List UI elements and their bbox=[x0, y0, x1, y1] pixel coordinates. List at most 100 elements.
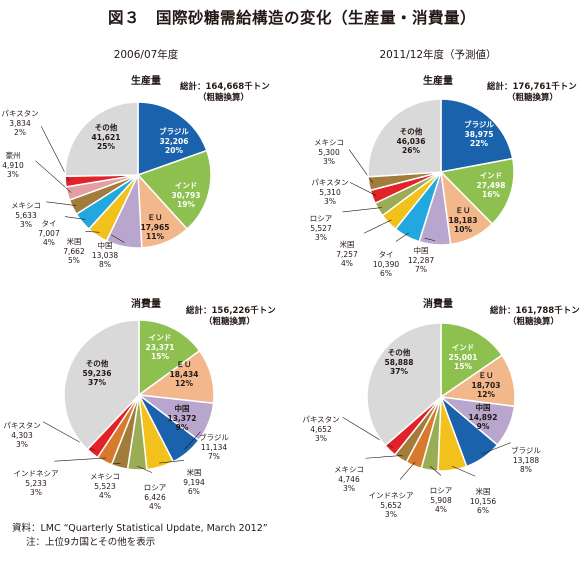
slice-percent: 26% bbox=[402, 145, 420, 155]
slice-percent: 3% bbox=[315, 433, 327, 443]
total-value: 総計：156,226千トン bbox=[186, 306, 276, 316]
slice-name: メキシコ bbox=[90, 471, 120, 481]
slice-label-indonesia: インドネシア 5,233 3% bbox=[14, 469, 59, 498]
slice-value: 17,965 bbox=[140, 222, 170, 232]
leader-line-usa bbox=[451, 465, 476, 477]
slice-percent: 6% bbox=[188, 486, 200, 496]
slice-percent: 15% bbox=[454, 361, 472, 371]
slice-label-australia: 豪州 4,910 3% bbox=[2, 151, 23, 180]
slice-percent: 7% bbox=[415, 264, 427, 274]
slice-label-china: 中国 13,038 8% bbox=[92, 241, 118, 270]
slice-label-usa: 米国 9,194 6% bbox=[183, 468, 204, 497]
total-prod-2006: 総計：164,668千トン （粗糖換算） bbox=[180, 82, 270, 104]
slice-label-other: その他 46,036 26% bbox=[397, 127, 426, 156]
slice-label-indonesia: インドネシア 5,652 3% bbox=[369, 491, 414, 520]
slice-name: その他 bbox=[399, 126, 423, 136]
slice-name: 米国 bbox=[339, 239, 355, 249]
slice-label-pakistan: パキスタン 3,834 2% bbox=[1, 109, 38, 138]
column-title-2011: 2011/12年度（予測値） bbox=[379, 49, 497, 61]
total-note: （粗糖換算） bbox=[508, 317, 560, 327]
slice-percent: 3% bbox=[30, 487, 42, 497]
slice-name: ＥＵ bbox=[478, 370, 494, 380]
leader-line-indonesia bbox=[54, 457, 107, 462]
slice-percent: 2% bbox=[14, 127, 26, 137]
total-cons-2006: 総計：156,226千トン （粗糖換算） bbox=[186, 306, 276, 328]
total-value: 総計：161,788千トン bbox=[490, 306, 580, 316]
slice-label-mexico: メキシコ 5,523 4% bbox=[90, 472, 120, 501]
leader-line-usa bbox=[159, 460, 185, 464]
slice-value: 3,834 bbox=[9, 118, 31, 128]
slice-label-russia: ロシア 5,527 3% bbox=[310, 214, 333, 243]
leader-line-china bbox=[110, 234, 125, 243]
slice-name: ブラジル bbox=[464, 119, 494, 129]
slice-value: 4,303 bbox=[11, 430, 33, 440]
slice-label-india: インド 25,001 15% bbox=[449, 343, 478, 372]
leader-line-pakistan bbox=[349, 182, 377, 196]
total-prod-2011: 総計：176,761千トン （粗糖換算） bbox=[487, 82, 577, 104]
slice-value: 5,908 bbox=[430, 495, 452, 505]
total-value: 総計：176,761千トン bbox=[487, 82, 577, 92]
slice-label-other: その他 41,621 25% bbox=[92, 123, 121, 152]
slice-percent: 12% bbox=[175, 378, 193, 388]
slice-name: インド bbox=[451, 342, 475, 352]
section-title-production-2006: 生産量 bbox=[131, 76, 161, 87]
slice-value: 25,001 bbox=[448, 352, 478, 362]
slice-value: 30,793 bbox=[171, 190, 201, 200]
slice-value: 18,703 bbox=[471, 380, 501, 390]
slice-label-mexico: メキシコ 5,633 3% bbox=[11, 201, 41, 230]
slice-percent: 10% bbox=[454, 224, 472, 234]
slice-name: その他 bbox=[94, 122, 118, 132]
slice-name: 豪州 bbox=[5, 150, 21, 160]
section-title-production-2011: 生産量 bbox=[423, 76, 453, 87]
leader-line-thailand bbox=[64, 216, 86, 220]
slice-label-other: その他 59,236 37% bbox=[83, 359, 112, 388]
slice-name: インドネシア bbox=[368, 490, 414, 500]
slice-name: 中国 bbox=[475, 402, 491, 412]
slice-name: タイ bbox=[41, 218, 57, 228]
slice-value: 11,134 bbox=[200, 442, 228, 452]
slice-name: ＥＵ bbox=[176, 359, 192, 369]
slice-value: 13,038 bbox=[91, 250, 119, 260]
slice-name: メキシコ bbox=[334, 464, 364, 474]
slice-percent: 20% bbox=[165, 145, 183, 155]
slice-percent: 25% bbox=[97, 141, 115, 151]
slice-label-china: 中国 13,372 9% bbox=[168, 404, 197, 433]
slice-name: タイ bbox=[378, 249, 394, 259]
slice-value: 6,426 bbox=[144, 492, 166, 502]
slice-label-usa: 米国 7,662 5% bbox=[63, 237, 84, 266]
slice-value: 5,300 bbox=[318, 147, 340, 157]
slice-percent: 9% bbox=[476, 421, 490, 431]
slice-percent: 19% bbox=[177, 199, 195, 209]
slice-value: 10,390 bbox=[372, 259, 400, 269]
slice-label-brazil: ブラジル 13,188 8% bbox=[511, 446, 541, 475]
leader-line-usa bbox=[85, 231, 100, 233]
slice-percent: 4% bbox=[43, 237, 55, 247]
slice-name: インドネシア bbox=[13, 468, 59, 478]
slice-percent: 3% bbox=[315, 232, 327, 242]
slice-value: 58,888 bbox=[384, 357, 414, 367]
slice-label-thailand: タイ 10,390 6% bbox=[373, 250, 399, 279]
pie-slice-brazil bbox=[137, 101, 208, 177]
slice-label-usa: 米国 10,156 6% bbox=[470, 487, 496, 516]
slice-value: 12,287 bbox=[407, 255, 435, 265]
column-title-2006: 2006/07年度 bbox=[113, 49, 179, 61]
slice-label-brazil: ブラジル 32,206 20% bbox=[159, 127, 189, 156]
pie-slice-brazil bbox=[440, 98, 514, 173]
slice-value: 5,527 bbox=[310, 223, 332, 233]
slice-value: 7,257 bbox=[336, 249, 358, 259]
slice-value: 7,007 bbox=[38, 228, 60, 238]
pie-slice-india bbox=[439, 157, 515, 226]
slice-value: 32,206 bbox=[159, 136, 189, 146]
pie-slice-india bbox=[440, 322, 504, 399]
slice-name: パキスタン bbox=[302, 414, 340, 424]
slice-percent: 7% bbox=[208, 451, 220, 461]
slice-value: 59,236 bbox=[82, 368, 112, 378]
pie-prod-2006 bbox=[35, 101, 212, 249]
slice-percent: 4% bbox=[341, 258, 353, 268]
leader-line-usa bbox=[363, 219, 392, 234]
slice-name: ロシア bbox=[143, 482, 167, 492]
slice-label-pakistan: パキスタン 4,652 3% bbox=[302, 415, 339, 444]
slice-label-usa: 米国 7,257 4% bbox=[336, 240, 357, 269]
slice-value: 14,892 bbox=[468, 412, 498, 422]
